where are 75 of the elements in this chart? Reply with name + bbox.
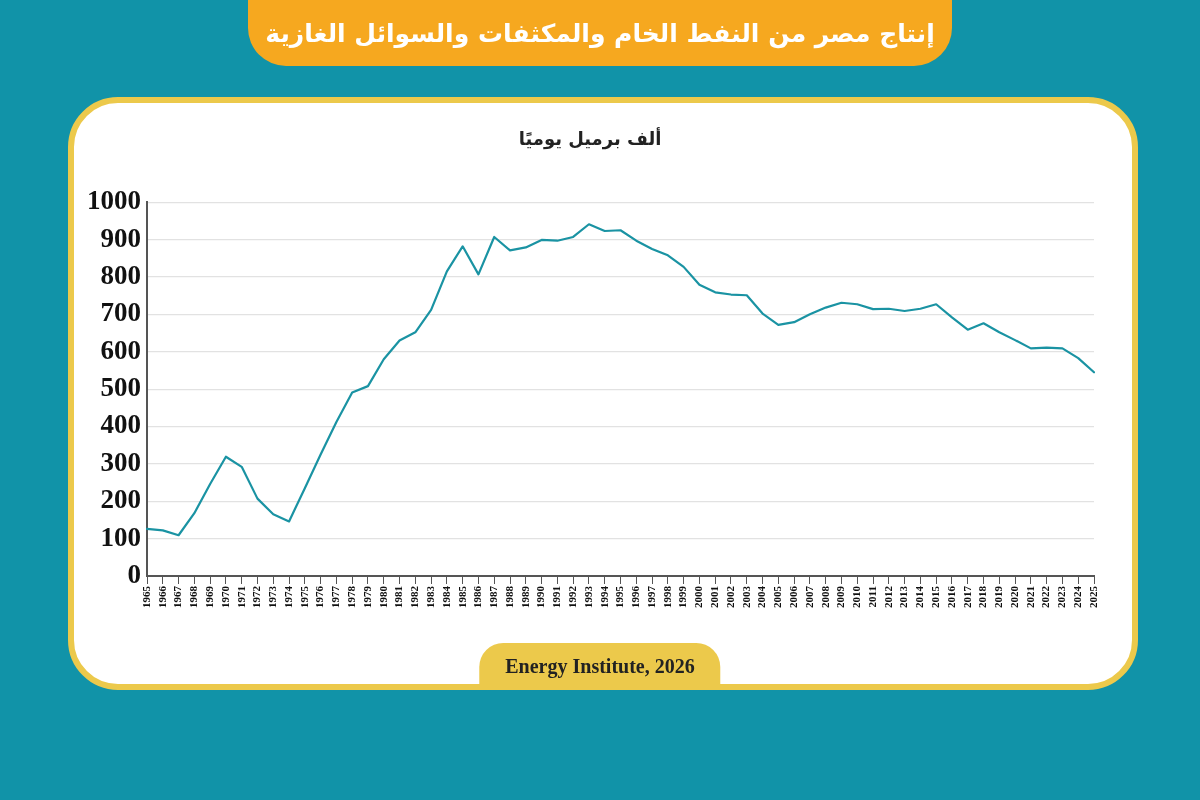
x-tick-label: 2014 bbox=[913, 585, 926, 608]
y-tick-label: 900 bbox=[100, 222, 141, 253]
x-tick-label: 1999 bbox=[676, 585, 689, 608]
x-tick-label: 2022 bbox=[1039, 585, 1052, 608]
y-tick-label: 1000 bbox=[87, 185, 141, 216]
x-tick-label: 1990 bbox=[534, 585, 547, 608]
x-tick-label: 1967 bbox=[171, 585, 184, 608]
x-tick-label: 2009 bbox=[834, 585, 847, 608]
y-tick-label: 400 bbox=[100, 409, 141, 440]
x-tick-label: 1981 bbox=[392, 586, 405, 608]
text: Energy Institute, 2026 bbox=[505, 655, 695, 678]
x-tick-label: 1995 bbox=[613, 585, 626, 608]
y-axis-title: ألف برميل يوميًا bbox=[517, 128, 663, 149]
y-tick-label: 600 bbox=[100, 334, 141, 365]
x-tick-label: 1986 bbox=[471, 585, 484, 608]
y-tick-label: 100 bbox=[100, 521, 141, 552]
x-tick-label: 1983 bbox=[423, 585, 436, 608]
y-tick-label: 200 bbox=[100, 484, 141, 515]
x-tick-label: 1994 bbox=[597, 585, 610, 608]
x-tick-label: 1977 bbox=[329, 585, 342, 608]
x-tick-label: 1997 bbox=[644, 585, 657, 608]
x-tick-label: 2018 bbox=[976, 585, 989, 608]
x-tick-label: 1976 bbox=[313, 585, 326, 608]
x-tick-label: 2012 bbox=[881, 585, 894, 608]
x-tick-label: 2008 bbox=[818, 585, 831, 608]
x-tick-label: 2006 bbox=[786, 585, 799, 608]
x-tick-label: 1980 bbox=[376, 585, 389, 608]
y-tick-label: 700 bbox=[100, 297, 141, 328]
x-tick-label: 1996 bbox=[629, 585, 642, 608]
x-tick-label: 1972 bbox=[250, 585, 263, 608]
x-tick-label: 1989 bbox=[518, 585, 531, 608]
y-tick-label: 300 bbox=[100, 446, 141, 477]
x-tick-label: 1978 bbox=[345, 585, 358, 608]
x-tick-label: 2025 bbox=[1086, 585, 1099, 608]
x-tick-label: 2010 bbox=[850, 585, 863, 608]
x-tick-label: 2023 bbox=[1055, 585, 1068, 608]
x-tick-label: 1966 bbox=[155, 585, 168, 608]
x-tick-label: 1979 bbox=[360, 585, 373, 608]
x-tick-label: 2020 bbox=[1007, 585, 1020, 608]
x-tick-label: 1982 bbox=[408, 585, 421, 608]
x-tick-label: 2000 bbox=[692, 585, 705, 608]
x-tick-label: 2013 bbox=[897, 585, 910, 608]
x-tick-label: 2003 bbox=[739, 585, 752, 608]
x-tick-label: 1968 bbox=[187, 585, 200, 608]
x-tick-label: 1974 bbox=[281, 585, 294, 608]
y-tick-label: 500 bbox=[100, 372, 141, 403]
x-tick-label: 1985 bbox=[455, 585, 468, 608]
x-tick-label: 2021 bbox=[1023, 586, 1036, 608]
y-tick-label: 800 bbox=[100, 259, 141, 290]
x-tick-label: 2015 bbox=[929, 585, 942, 608]
x-tick-label: 1969 bbox=[202, 585, 215, 608]
x-tick-label: 1992 bbox=[565, 585, 578, 608]
x-tick-label: 1991 bbox=[550, 586, 563, 608]
x-tick-label: 1988 bbox=[502, 585, 515, 608]
x-tick-label: 1993 bbox=[581, 585, 594, 608]
x-tick-label: 2004 bbox=[755, 585, 768, 608]
x-tick-label: 2016 bbox=[944, 585, 957, 608]
x-tick-label: 1973 bbox=[266, 585, 279, 608]
y-tick-label: 0 bbox=[127, 558, 141, 589]
x-tick-label: 1998 bbox=[660, 585, 673, 608]
x-tick-label: 1975 bbox=[297, 585, 310, 608]
x-tick-label: 2007 bbox=[802, 585, 815, 608]
chart-title: إنتاج مصر من النفط الخام والمكثفات والسوائل الغازية bbox=[248, 0, 952, 66]
x-tick-label: 2019 bbox=[992, 585, 1005, 608]
x-tick-label: 2001 bbox=[708, 586, 721, 608]
x-tick-label: 2017 bbox=[960, 585, 973, 608]
x-tick-label: 1965 bbox=[139, 585, 152, 608]
x-tick-label: 2005 bbox=[771, 585, 784, 608]
x-tick-label: 1971 bbox=[234, 586, 247, 608]
x-tick-label: 2002 bbox=[723, 585, 736, 608]
x-tick-label: 1970 bbox=[218, 585, 231, 608]
x-tick-label: 2011 bbox=[865, 586, 878, 608]
x-tick-label: 1984 bbox=[439, 585, 452, 608]
x-tick-label: 1987 bbox=[487, 585, 500, 608]
x-tick-label: 2024 bbox=[1071, 585, 1084, 608]
